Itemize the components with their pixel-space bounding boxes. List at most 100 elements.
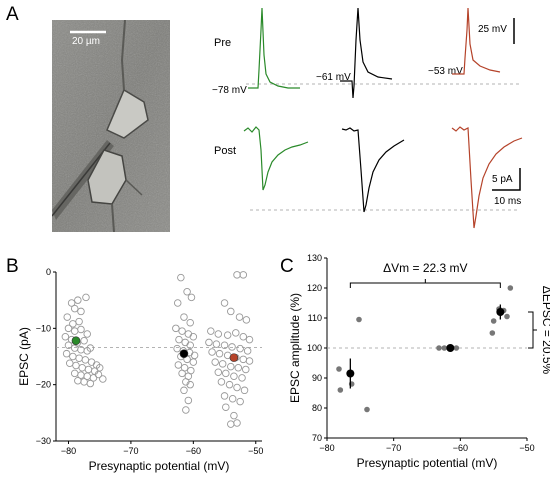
delta-vm-label: ΔVm = 22.3 mV	[383, 261, 467, 275]
chart-b-point	[218, 360, 227, 368]
chart-c-point	[453, 345, 460, 351]
current-time-scale-bar	[492, 168, 521, 191]
chart-b-point	[99, 375, 107, 383]
chart-c-mean-point	[496, 308, 505, 316]
chart-c-y-tick-label: 100	[307, 343, 322, 353]
chart-b-point	[74, 376, 82, 385]
chart-c-point	[336, 366, 342, 372]
chart-b-point	[178, 369, 186, 378]
chart-b-point	[186, 341, 194, 349]
chart-b-point	[217, 378, 226, 386]
chart-b-point	[228, 395, 237, 403]
pre-trace-2	[340, 7, 393, 99]
chart-c-point	[441, 345, 448, 351]
chart-b-point	[239, 355, 248, 364]
chart-b-point	[174, 361, 183, 369]
chart-b-point	[72, 361, 80, 370]
chart-c-point	[356, 316, 362, 323]
chart-b-point	[180, 313, 188, 321]
chart-b-point	[208, 348, 216, 356]
chart-b-point	[222, 369, 230, 378]
chart-b-point	[172, 324, 180, 333]
chart-b-point	[173, 344, 181, 353]
chart-b-point	[84, 365, 93, 374]
chart-c: −80 −70 −60 −50 70 80 90 100 110 120 130 Presynapti…	[288, 253, 550, 470]
chart-b-point	[243, 347, 252, 355]
chart-c-y-tick-label: 80	[312, 403, 322, 413]
chart-b-point	[64, 324, 73, 333]
chart-c-mean-point	[346, 369, 355, 378]
chart-b-point	[230, 411, 238, 420]
micrograph-image	[52, 20, 170, 232]
chart-c-x-tick-label: −60	[453, 443, 468, 453]
chart-b-point	[81, 356, 90, 364]
time-scale-label: 10 ms	[494, 196, 521, 207]
chart-b-point	[177, 273, 185, 282]
chart-c-point	[504, 313, 510, 320]
chart-b-point	[220, 299, 229, 307]
chart-b-point	[80, 336, 88, 345]
chart-b-y-tick-label: 0	[46, 267, 51, 277]
micrograph-scale-label: 20 µm	[72, 36, 100, 47]
potential-label-2: −61 mV	[316, 72, 351, 83]
chart-b-point	[62, 349, 71, 358]
chart-b-point	[205, 338, 213, 347]
chart-b-point	[227, 420, 235, 428]
chart-b-point	[227, 362, 235, 371]
chart-b-point	[239, 333, 248, 341]
chart-b-point	[87, 358, 96, 366]
panel-label-b: B	[6, 256, 19, 277]
chart-c-y-tick-label: 70	[312, 433, 322, 443]
chart-b-y-tick-label: −10	[36, 323, 51, 333]
panel-label-c: C	[280, 256, 294, 277]
chart-b-point	[230, 372, 238, 380]
chart-c-y-tick-label: 110	[308, 313, 322, 323]
chart-b-point	[215, 349, 224, 358]
chart-b-point	[233, 383, 241, 392]
chart-c-x-tick-label: −50	[519, 443, 534, 453]
chart-c-x-label: Presynaptic potential (mV)	[357, 456, 498, 470]
voltage-scale-label: 25 mV	[478, 24, 507, 35]
chart-b-point	[212, 340, 221, 348]
chart-b: −80 −70 −60 −50 0 −10 −20 −30 Presynaptic potent…	[17, 267, 263, 473]
chart-b-point	[180, 386, 188, 395]
chart-b-point	[232, 329, 240, 337]
chart-b-point	[184, 330, 193, 338]
chart-b-point	[69, 352, 77, 361]
chart-b-point	[181, 338, 189, 347]
chart-c-x-tick-label: −80	[319, 443, 334, 453]
chart-b-point	[63, 313, 71, 321]
chart-c-point	[337, 387, 344, 393]
chart-b-point	[223, 331, 232, 339]
chart-b-point	[240, 386, 249, 395]
chart-c-y-tick-label: 90	[312, 373, 322, 383]
chart-b-point	[190, 351, 199, 360]
chart-b-point	[214, 368, 223, 377]
chart-b-point	[175, 335, 183, 344]
row-label-pre: Pre	[214, 37, 231, 49]
chart-b-point	[186, 318, 194, 327]
chart-c-point	[507, 285, 514, 291]
chart-b-y-label: EPSC (pA)	[17, 327, 31, 386]
chart-b-point	[228, 343, 236, 351]
chart-c-y-tick-label: 130	[307, 253, 322, 263]
chart-b-point	[89, 374, 98, 382]
chart-b-x-tick-label: −70	[123, 446, 138, 456]
chart-b-point	[242, 316, 251, 324]
chart-b-point	[186, 380, 194, 389]
chart-b-point	[70, 369, 79, 378]
chart-b-point	[211, 358, 219, 366]
chart-b-point	[75, 317, 83, 326]
chart-b-point	[187, 293, 196, 302]
chart-b-point	[71, 336, 81, 346]
chart-b-point	[229, 353, 239, 362]
chart-b-point	[189, 358, 198, 366]
chart-c-y-label: EPSC amplitude (%)	[288, 293, 302, 403]
chart-b-point	[70, 304, 79, 313]
chart-b-point	[233, 271, 241, 279]
chart-b-point	[245, 357, 254, 365]
potential-label-1: −78 mV	[212, 85, 247, 96]
chart-b-point	[225, 380, 234, 389]
chart-c-mean-point	[446, 344, 455, 352]
chart-c-y-tick-label: 120	[307, 283, 322, 293]
